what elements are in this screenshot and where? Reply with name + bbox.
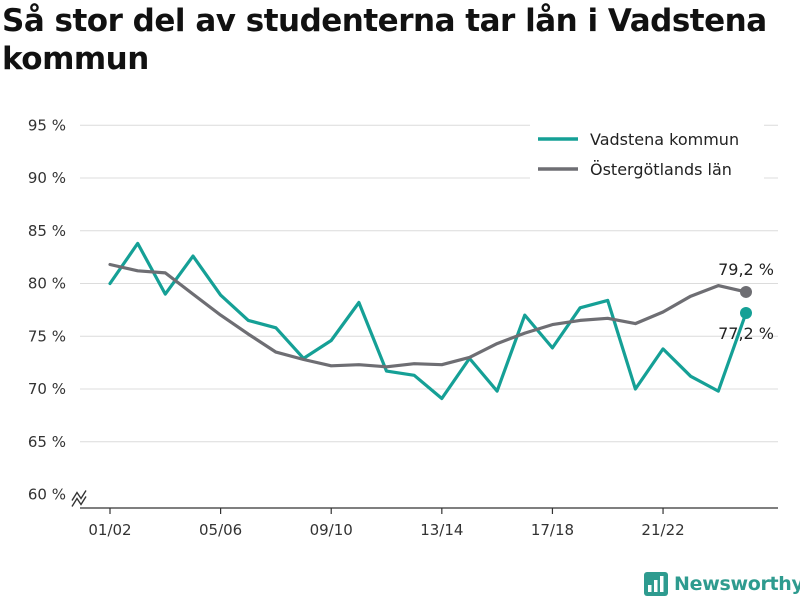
vadstena-line (108, 241, 748, 401)
x-tick-label: 01/02 (88, 521, 131, 539)
y-tick-label: 80 % (28, 275, 66, 293)
legend-label: Östergötlands län (590, 160, 732, 179)
x-tick-label: 05/06 (199, 521, 242, 539)
y-tick-label: 60 % (28, 486, 66, 504)
x-tick-label: 09/10 (310, 521, 353, 539)
newsworthy-brand: Newsworthy (644, 568, 800, 600)
x-tick-label: 21/22 (641, 521, 684, 539)
legend-label: Vadstena kommun (590, 130, 739, 149)
ostergotland-end-marker (740, 285, 752, 298)
y-tick-label: 85 % (28, 222, 66, 240)
ostergotland-end-label: 79,2 % (718, 260, 774, 279)
x-tick-label: 13/14 (420, 521, 463, 539)
axis-break-icon (71, 496, 87, 507)
y-tick-label: 65 % (28, 433, 66, 451)
chart-title: Så stor del av studenterna tar lån i Vad… (2, 3, 767, 77)
y-tick-label: 75 % (28, 327, 66, 345)
y-tick-label: 90 % (28, 169, 66, 187)
vadstena-end-marker (740, 307, 752, 320)
axis-break-icon (71, 490, 87, 501)
legend-box (530, 124, 764, 186)
bar-chart-logo-icon (644, 572, 668, 596)
brand-name: Newsworthy (674, 573, 800, 595)
y-tick-label: 70 % (28, 380, 66, 398)
vadstena-end-label: 77,2 % (718, 324, 774, 343)
x-tick-label: 17/18 (531, 521, 574, 539)
ostergotland-line (108, 262, 748, 369)
y-tick-label: 95 % (28, 116, 66, 134)
